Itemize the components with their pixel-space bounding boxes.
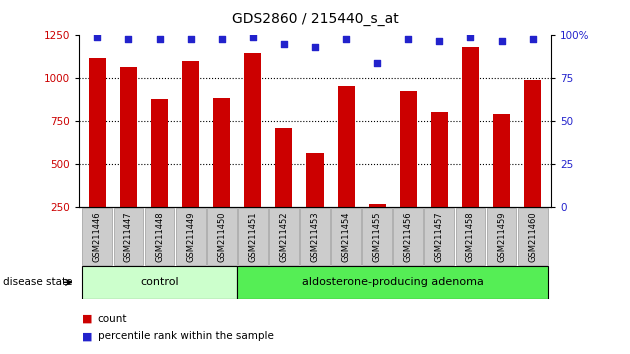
FancyBboxPatch shape bbox=[176, 208, 205, 265]
Text: GSM211459: GSM211459 bbox=[497, 211, 506, 262]
Bar bbox=[120, 67, 137, 250]
Text: GSM211454: GSM211454 bbox=[341, 211, 350, 262]
Bar bbox=[89, 58, 106, 250]
Point bbox=[186, 36, 196, 42]
Point bbox=[527, 36, 537, 42]
FancyBboxPatch shape bbox=[83, 208, 112, 265]
Point bbox=[217, 36, 227, 42]
Point bbox=[93, 34, 103, 40]
FancyBboxPatch shape bbox=[269, 208, 299, 265]
FancyBboxPatch shape bbox=[238, 208, 268, 265]
Text: GSM211449: GSM211449 bbox=[186, 211, 195, 262]
Point bbox=[123, 36, 134, 42]
Point bbox=[248, 34, 258, 40]
Text: GSM211447: GSM211447 bbox=[124, 211, 133, 262]
FancyBboxPatch shape bbox=[362, 208, 392, 265]
Text: GSM211460: GSM211460 bbox=[528, 211, 537, 262]
FancyBboxPatch shape bbox=[393, 208, 423, 265]
Text: GSM211451: GSM211451 bbox=[248, 211, 257, 262]
Text: GDS2860 / 215440_s_at: GDS2860 / 215440_s_at bbox=[232, 12, 398, 27]
Point bbox=[403, 36, 413, 42]
Text: GSM211446: GSM211446 bbox=[93, 211, 102, 262]
Bar bbox=[493, 114, 510, 250]
Text: aldosterone-producing adenoma: aldosterone-producing adenoma bbox=[302, 277, 484, 287]
Point bbox=[154, 36, 164, 42]
Bar bbox=[462, 47, 479, 250]
Point bbox=[372, 60, 382, 66]
Text: GSM211458: GSM211458 bbox=[466, 211, 475, 262]
Text: control: control bbox=[140, 277, 179, 287]
Text: percentile rank within the sample: percentile rank within the sample bbox=[98, 331, 273, 341]
Text: GSM211450: GSM211450 bbox=[217, 211, 226, 262]
Text: ■: ■ bbox=[82, 314, 93, 324]
FancyBboxPatch shape bbox=[331, 208, 361, 265]
Text: GSM211448: GSM211448 bbox=[155, 211, 164, 262]
Text: count: count bbox=[98, 314, 127, 324]
Bar bbox=[399, 91, 417, 250]
Bar bbox=[338, 86, 355, 250]
Point bbox=[341, 36, 351, 42]
Point bbox=[279, 41, 289, 47]
Text: GSM211456: GSM211456 bbox=[404, 211, 413, 262]
Bar bbox=[431, 112, 448, 250]
FancyBboxPatch shape bbox=[425, 208, 454, 265]
FancyBboxPatch shape bbox=[486, 208, 517, 265]
Bar bbox=[369, 204, 386, 250]
Bar bbox=[151, 99, 168, 250]
Text: GSM211455: GSM211455 bbox=[373, 211, 382, 262]
Text: GSM211457: GSM211457 bbox=[435, 211, 444, 262]
Point bbox=[466, 34, 476, 40]
Text: ■: ■ bbox=[82, 331, 93, 341]
FancyBboxPatch shape bbox=[145, 208, 175, 265]
Point bbox=[310, 45, 320, 50]
FancyBboxPatch shape bbox=[207, 208, 237, 265]
Text: GSM211453: GSM211453 bbox=[311, 211, 319, 262]
Bar bbox=[275, 128, 292, 250]
FancyBboxPatch shape bbox=[518, 208, 547, 265]
FancyBboxPatch shape bbox=[300, 208, 330, 265]
Bar bbox=[306, 153, 324, 250]
Text: disease state: disease state bbox=[3, 277, 72, 287]
Bar bbox=[182, 61, 199, 250]
Bar bbox=[213, 98, 231, 250]
FancyBboxPatch shape bbox=[455, 208, 485, 265]
Bar bbox=[82, 266, 238, 299]
FancyBboxPatch shape bbox=[113, 208, 144, 265]
Bar bbox=[244, 53, 261, 250]
Point bbox=[434, 38, 444, 44]
Bar bbox=[238, 266, 548, 299]
Bar bbox=[524, 80, 541, 250]
Text: GSM211452: GSM211452 bbox=[280, 211, 289, 262]
Point bbox=[496, 38, 507, 44]
